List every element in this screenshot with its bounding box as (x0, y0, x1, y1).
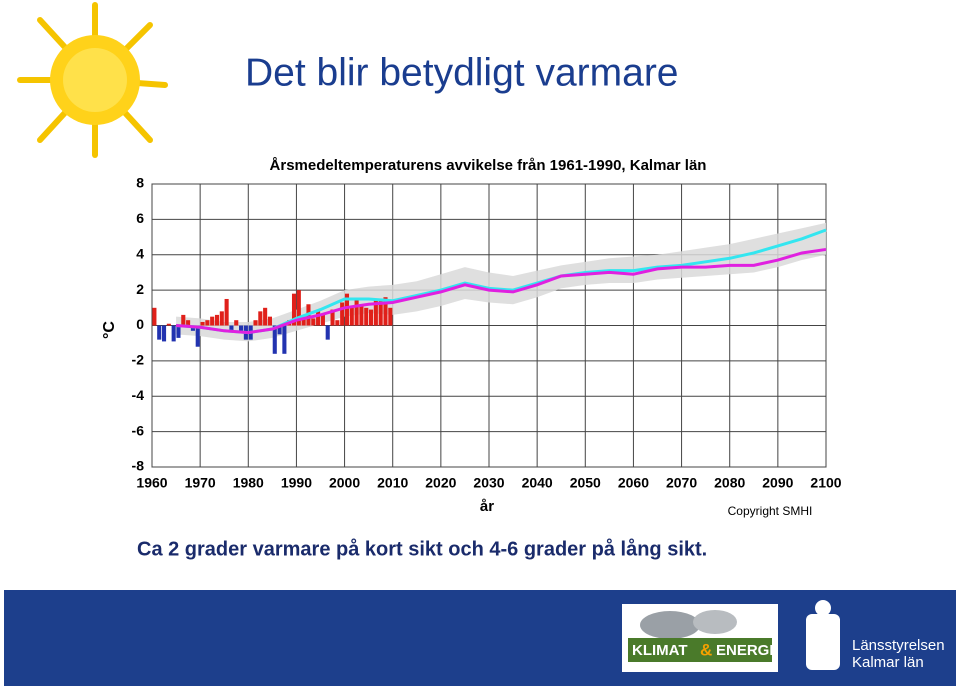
bar (364, 307, 369, 326)
y-tick-label: -2 (132, 352, 145, 368)
bar (214, 314, 220, 326)
bar (369, 309, 374, 326)
x-tick-label: 2040 (522, 475, 553, 491)
bar (316, 309, 321, 326)
x-tick-label: 2070 (666, 475, 697, 491)
bar (195, 325, 200, 347)
x-tick-label: 2090 (762, 475, 793, 491)
range-band (176, 222, 827, 342)
x-tick-label: 2060 (618, 475, 649, 491)
agency-name: Länsstyrelsen (852, 637, 945, 654)
bar (258, 311, 263, 326)
crest (806, 600, 840, 670)
bar (229, 325, 234, 331)
y-tick-label: 4 (136, 245, 144, 261)
chart-title: Årsmedeltemperaturens avvikelse från 196… (270, 157, 707, 174)
bar (205, 320, 210, 326)
x-tick-label: 2030 (473, 475, 504, 491)
y-tick-label: -8 (132, 458, 145, 474)
x-tick-label: 1990 (281, 475, 312, 491)
y-tick-label: 0 (136, 316, 144, 332)
bar (267, 316, 272, 326)
bar (152, 307, 157, 326)
bar (335, 320, 340, 326)
bar (176, 325, 181, 338)
bar (224, 298, 229, 326)
bar (349, 307, 354, 326)
agency-name: Kalmar län (852, 654, 924, 671)
x-tick-label: 2010 (377, 475, 408, 491)
bar (161, 325, 167, 342)
bar (388, 307, 393, 326)
logo-text: KLIMAT (632, 642, 688, 659)
subtitle: Ca 2 grader varmare på kort sikt och 4-6… (137, 537, 707, 560)
y-tick-label: -6 (132, 422, 145, 438)
footer-band (4, 590, 956, 686)
logo-text: ENERGI (716, 642, 774, 659)
bar (340, 302, 345, 326)
bar (383, 297, 388, 326)
bar (296, 290, 301, 326)
bar (157, 325, 162, 340)
bar (181, 314, 186, 326)
bar (301, 316, 306, 326)
bar (263, 307, 268, 326)
y-axis-label: °C (101, 321, 118, 339)
bar (311, 318, 316, 326)
bar (239, 325, 244, 331)
y-tick-label: 8 (136, 175, 144, 191)
bar (234, 320, 239, 326)
trend-line (175, 247, 827, 335)
bar (282, 325, 287, 354)
sun (17, 2, 168, 158)
y-tick-label: -4 (132, 387, 145, 403)
x-tick-label: 1980 (233, 475, 264, 491)
logo-bar (628, 638, 772, 662)
x-axis-label: år (480, 498, 494, 515)
x-tick-label: 2050 (570, 475, 601, 491)
bar (378, 298, 383, 326)
x-tick-label: 2020 (425, 475, 456, 491)
bar (344, 293, 350, 326)
bar (253, 320, 258, 326)
x-tick-label: 2000 (329, 475, 360, 491)
bar (325, 325, 330, 340)
logo-cloud (640, 611, 700, 639)
bar (359, 304, 364, 326)
y-tick-label: 2 (136, 281, 144, 297)
logo-text: & (700, 640, 712, 659)
y-tick-label: 6 (136, 210, 144, 226)
bar (200, 321, 205, 326)
bar (219, 311, 224, 326)
x-tick-label: 1960 (136, 475, 167, 491)
bar (330, 309, 335, 326)
x-tick-label: 2100 (810, 475, 841, 491)
bar (171, 325, 176, 342)
x-tick-label: 1970 (185, 475, 216, 491)
bar (186, 320, 191, 326)
x-tick-label: 2080 (714, 475, 745, 491)
bar (166, 323, 171, 326)
logo-cloud (693, 610, 737, 634)
bar (320, 314, 325, 326)
bar (373, 298, 378, 326)
bar (291, 293, 297, 326)
bar (354, 298, 359, 326)
bar (272, 325, 277, 354)
copyright: Copyright SMHI (728, 504, 813, 518)
bar (277, 325, 282, 335)
bar (210, 316, 215, 326)
slide-title: Det blir betydligt varmare (245, 51, 679, 94)
